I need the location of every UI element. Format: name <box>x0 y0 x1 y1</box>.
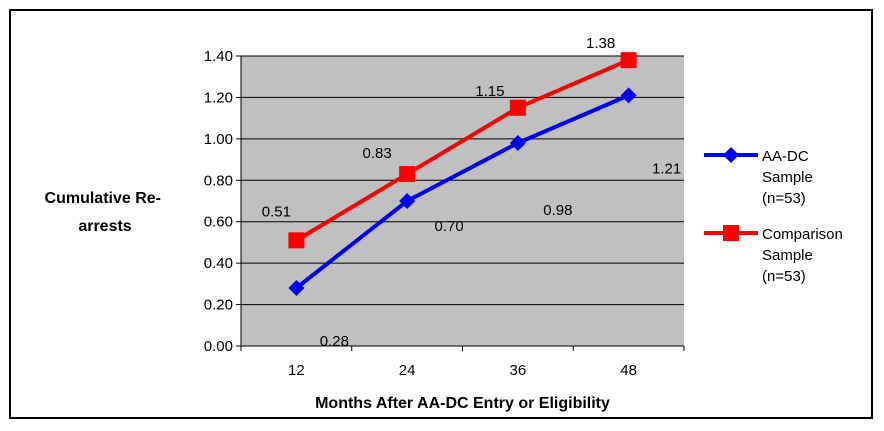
data-label: 1.21 <box>652 160 681 177</box>
series-line <box>295 93 630 290</box>
data-label: 1.38 <box>586 35 615 52</box>
data-label: 0.51 <box>262 203 291 220</box>
data-labels: 0.28 0.70 0.98 1.21 0.51 0.83 1.15 1.38 <box>262 35 681 350</box>
y-tick-label: 1.40 <box>204 48 233 65</box>
series-line <box>295 58 630 243</box>
y-tick-label: 0.80 <box>204 172 233 189</box>
data-point <box>288 232 305 249</box>
data-point <box>509 135 526 151</box>
series-group <box>288 52 637 296</box>
data-point <box>620 87 637 104</box>
data-label: 0.83 <box>363 145 392 162</box>
legend-label: (n=53) <box>762 268 806 285</box>
x-axis-title: Months After AA-DC Entry or Eligibility <box>315 395 610 412</box>
legend: AA-DC Sample (n=53) Comparison Sample (n=53) <box>704 147 843 285</box>
data-label: 0.28 <box>320 333 349 350</box>
legend-item-2: Comparison Sample (n=53) <box>704 225 843 285</box>
y-tick-label: 1.00 <box>204 131 233 148</box>
y-axis-title-line-2: arrests <box>78 218 131 235</box>
legend-marker <box>723 147 739 163</box>
data-label: 1.15 <box>475 83 504 100</box>
data-point <box>509 99 526 116</box>
data-label: 0.98 <box>543 202 572 219</box>
y-axis-title: Cumulative Re- arrests <box>45 190 166 235</box>
x-axis-ticks: 12 24 36 48 <box>240 346 685 379</box>
data-label: 0.70 <box>435 218 464 235</box>
legend-label: Sample <box>762 169 813 186</box>
x-tick-label: 48 <box>620 362 637 379</box>
legend-label: Sample <box>762 247 813 264</box>
y-tick-label: 1.20 <box>204 89 233 106</box>
x-tick-label: 36 <box>510 362 527 379</box>
gridlines <box>241 55 684 306</box>
legend-label: AA-DC <box>762 148 809 165</box>
y-tick-label: 0.40 <box>204 255 233 272</box>
y-tick-label: 0.60 <box>204 214 233 231</box>
legend-label: (n=53) <box>762 190 806 207</box>
series-1 <box>288 87 637 296</box>
data-point <box>288 280 305 296</box>
x-tick-label: 24 <box>399 362 416 379</box>
x-tick-label: 12 <box>288 362 305 379</box>
legend-marker <box>723 225 739 241</box>
data-point <box>620 52 637 69</box>
data-point <box>399 193 416 209</box>
y-axis-ticks: 0.00 0.20 0.40 0.60 0.80 1.00 1.20 1.40 <box>204 48 241 355</box>
y-axis-title-line-1: Cumulative Re- <box>45 190 161 207</box>
y-tick-label: 0.20 <box>204 297 233 314</box>
data-point <box>399 166 416 183</box>
y-tick-label: 0.00 <box>204 338 233 355</box>
legend-item-1: AA-DC Sample (n=53) <box>704 147 813 207</box>
series-2 <box>288 52 637 249</box>
legend-label: Comparison <box>762 226 843 243</box>
